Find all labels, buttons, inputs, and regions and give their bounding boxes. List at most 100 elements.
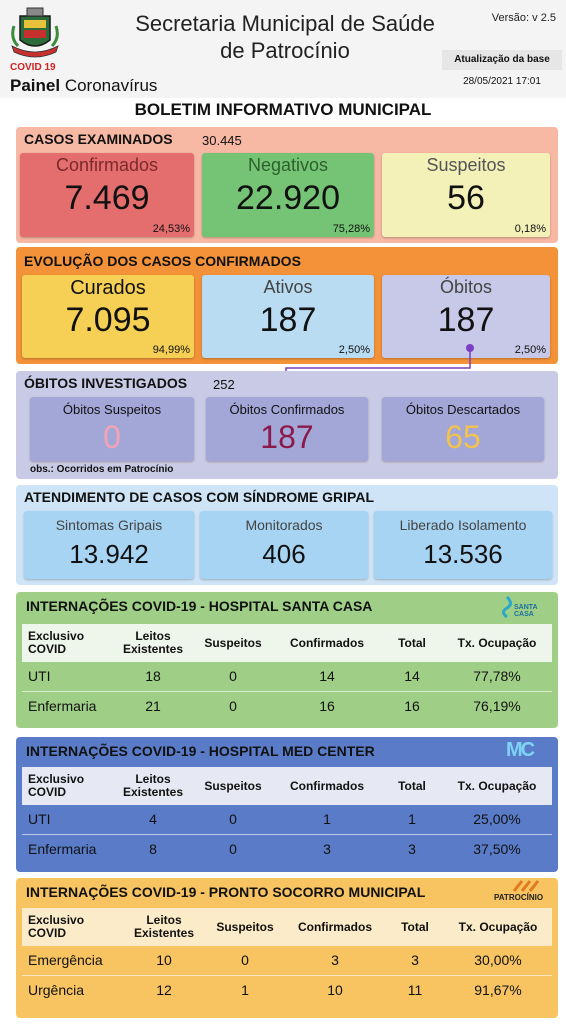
med-center-logo: MC <box>506 739 535 761</box>
cell: 37,50% <box>473 840 521 857</box>
cell: 16 <box>404 697 420 714</box>
col-suspects: Suspeitos <box>204 778 262 793</box>
cell: 12 <box>156 981 172 998</box>
med-center-title: INTERNAÇÕES COVID-19 - HOSPITAL MED CENT… <box>26 743 375 759</box>
cell: 14 <box>272 662 382 692</box>
col-beds: Leitos Existentes <box>133 913 195 940</box>
col-occupancy: Tx. Ocupação <box>458 919 538 934</box>
cell: 0 <box>194 805 272 835</box>
negative-pct: 75,28% <box>332 223 370 235</box>
row-label: UTI <box>22 805 112 835</box>
examined-section: CASOS EXAMINADOS 30.445 Confirmados 7.46… <box>16 127 558 243</box>
active-pct: 2,50% <box>338 344 370 356</box>
col-exclusive: Exclusivo COVID <box>28 629 85 656</box>
patrocinio-logo: PATROCÍNIO <box>494 880 554 906</box>
deaths-pct: 2,50% <box>514 344 546 356</box>
cell: 0 <box>194 662 272 692</box>
confirmed-pct: 24,53% <box>152 223 190 235</box>
cell: 0 <box>229 697 237 714</box>
released-isolation-card[interactable]: Liberado Isolamento 13.536 <box>374 511 552 579</box>
suspect-pct: 0,18% <box>514 223 546 235</box>
cell: 1 <box>382 805 442 835</box>
page-title: Secretaria Municipal de Saúde de Patrocí… <box>110 10 460 64</box>
discarded-deaths-value: 65 <box>445 419 481 455</box>
table-header-row: Exclusivo COVID Leitos Existentes Suspei… <box>22 767 552 805</box>
negative-card[interactable]: Negativos 22.920 75,28% <box>202 153 374 237</box>
syndrome-section: ATENDIMENTO DE CASOS COM SÍNDROME GRIPAL… <box>16 485 558 585</box>
col-occupancy: Tx. Ocupação <box>457 635 537 650</box>
deaths-investigated-title: ÓBITOS INVESTIGADOS <box>24 375 188 391</box>
col-confirmed: Confirmados <box>289 635 364 650</box>
flu-symptoms-value: 13.942 <box>69 539 149 569</box>
row-label: Emergência <box>22 946 122 976</box>
painel-bold: Painel <box>10 76 61 95</box>
confirmed-deaths-card[interactable]: Óbitos Confirmados 187 <box>206 397 368 461</box>
table-row: Enfermaria 21 0 16 16 76,19% <box>22 691 552 720</box>
cell: 0 <box>206 946 284 976</box>
discarded-deaths-label: Óbitos Descartados <box>405 402 521 417</box>
confirmed-deaths-label: Óbitos Confirmados <box>229 402 345 417</box>
released-isolation-value: 13.536 <box>423 539 503 569</box>
confirmed-card[interactable]: Confirmados 7.469 24,53% <box>20 153 194 237</box>
cured-pct: 94,99% <box>152 344 190 356</box>
santa-casa-logo-text: SANTA CASA <box>514 604 538 618</box>
row-label: UTI <box>22 662 112 692</box>
cell: 0 <box>229 840 237 857</box>
update-date: 28/05/2021 17:01 <box>463 76 541 87</box>
col-confirmed: Confirmados <box>297 919 372 934</box>
med-center-table: Exclusivo COVID Leitos Existentes Suspei… <box>22 767 552 863</box>
col-suspects: Suspeitos <box>216 919 274 934</box>
col-suspects: Suspeitos <box>204 635 262 650</box>
cell: 3 <box>408 840 416 857</box>
table-row: Urgência 12 1 10 11 91,67% <box>22 975 552 1004</box>
col-confirmed: Confirmados <box>289 778 364 793</box>
title-line-2: de Patrocínio <box>220 38 350 63</box>
cell: 30,00% <box>444 946 552 976</box>
col-exclusive: Exclusivo COVID <box>28 913 85 940</box>
suspect-card[interactable]: Suspeitos 56 0,18% <box>382 153 550 237</box>
suspect-label: Suspeitos <box>426 155 506 175</box>
table-row: Emergência 10 0 3 3 30,00% <box>22 946 552 976</box>
cell: 4 <box>112 805 194 835</box>
title-line-1: Secretaria Municipal de Saúde <box>135 11 435 36</box>
cell: 3 <box>284 946 386 976</box>
flu-symptoms-label: Sintomas Gripais <box>55 517 163 533</box>
col-beds: Leitos Existentes <box>122 629 184 656</box>
cell: 1 <box>241 981 249 998</box>
examined-total: 30.445 <box>202 133 242 148</box>
cured-label: Curados <box>70 277 146 299</box>
covid-label: COVID 19 <box>10 62 56 73</box>
painel-title: Painel Coronavírus <box>10 76 157 96</box>
deaths-investigated-section: ÓBITOS INVESTIGADOS 252 Óbitos Suspeitos… <box>16 371 558 479</box>
cell: 14 <box>382 662 442 692</box>
municipal-coat-of-arms-logo <box>11 7 59 58</box>
table-header-row: Exclusivo COVID Leitos Existentes Suspei… <box>22 908 552 946</box>
suspect-deaths-value: 0 <box>103 419 121 455</box>
col-total: Total <box>398 635 426 650</box>
santa-casa-logo: SANTA CASA <box>500 596 552 620</box>
col-beds: Leitos Existentes <box>122 772 184 799</box>
active-card[interactable]: Ativos 187 2,50% <box>202 275 374 358</box>
monitored-card[interactable]: Monitorados 406 <box>200 511 368 579</box>
released-isolation-label: Liberado Isolamento <box>399 517 527 533</box>
cell: 25,00% <box>442 805 552 835</box>
cell: 18 <box>112 662 194 692</box>
discarded-deaths-card[interactable]: Óbitos Descartados 65 <box>382 397 544 461</box>
cell: 16 <box>319 697 335 714</box>
confirmed-label: Confirmados <box>55 155 159 175</box>
cell: 3 <box>386 946 444 976</box>
monitored-label: Monitorados <box>245 517 323 533</box>
cell: 76,19% <box>473 697 521 714</box>
negative-value: 22.920 <box>236 179 340 217</box>
suspect-deaths-label: Óbitos Suspeitos <box>62 402 162 417</box>
suspect-deaths-card[interactable]: Óbitos Suspeitos 0 <box>30 397 194 461</box>
pronto-socorro-title: INTERNAÇÕES COVID-19 - PRONTO SOCORRO MU… <box>26 884 426 900</box>
cell: 21 <box>145 697 161 714</box>
deaths-card[interactable]: Óbitos 187 2,50% <box>382 275 550 358</box>
santa-casa-table: Exclusivo COVID Leitos Existentes Suspei… <box>22 624 552 720</box>
update-label: Atualização da base <box>442 50 562 70</box>
active-value: 187 <box>259 301 317 339</box>
flu-symptoms-card[interactable]: Sintomas Gripais 13.942 <box>24 511 194 579</box>
cured-card[interactable]: Curados 7.095 94,99% <box>22 275 194 358</box>
